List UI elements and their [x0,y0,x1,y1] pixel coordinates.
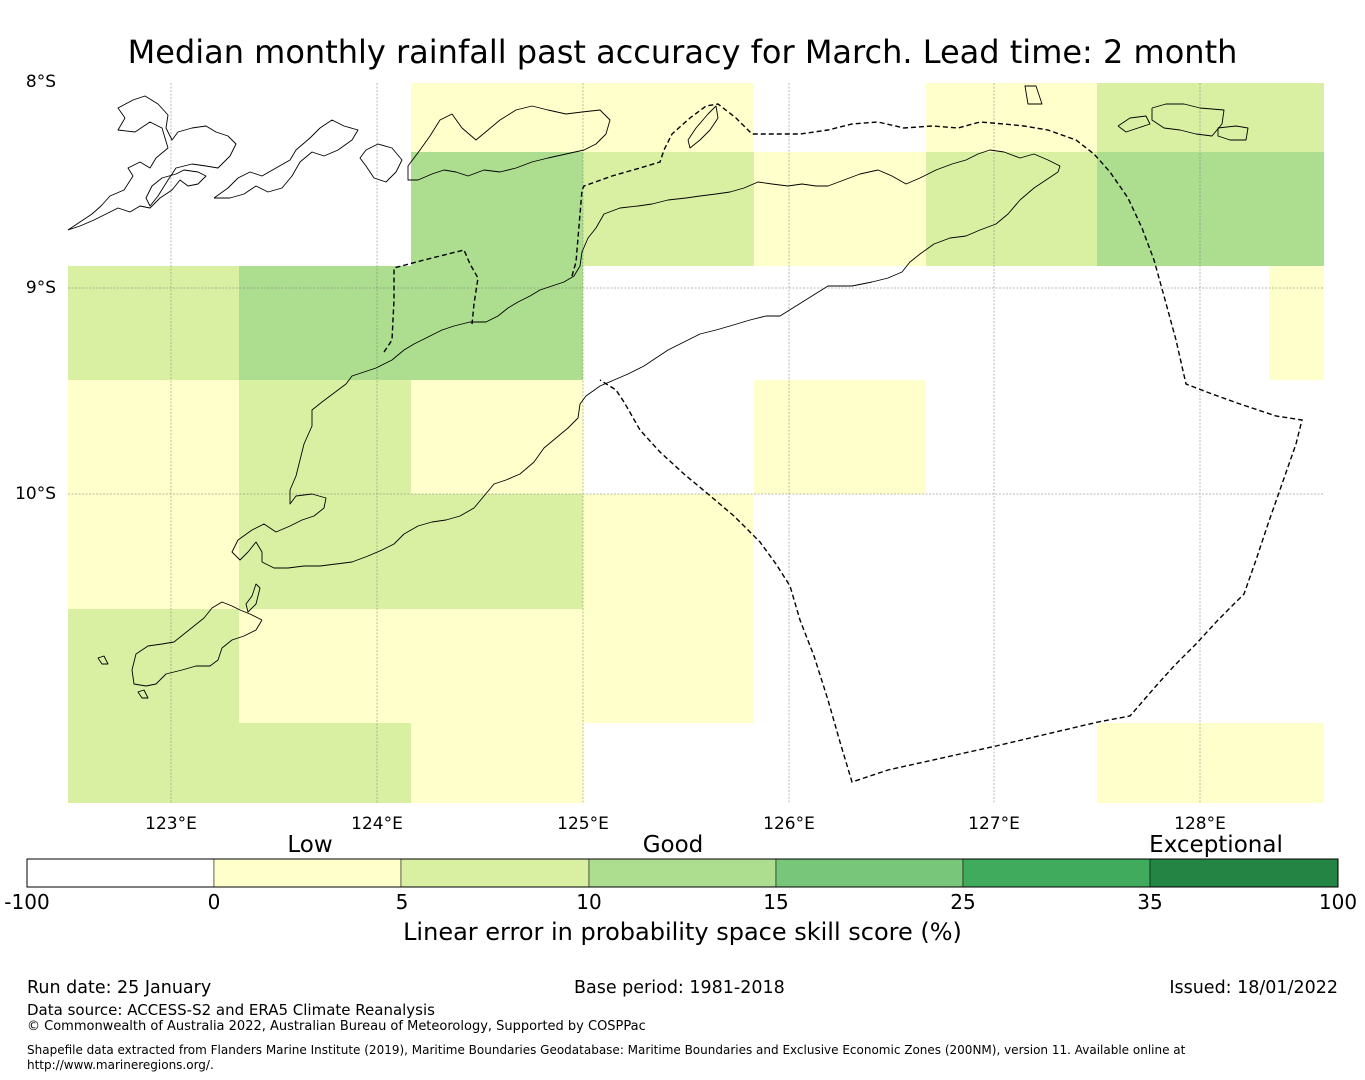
lat-label-9s: 9°S [25,278,56,298]
grid-cell [239,380,411,494]
grid-cell [68,494,239,609]
lon-label-124e: 124°E [351,814,403,834]
grid-cell [411,83,583,152]
grid-cell [411,266,583,380]
colorbar-title: Linear error in probability space skill … [403,918,962,946]
grid-cell [926,152,1097,266]
lon-label-126e: 126°E [763,814,815,834]
grid-cell [583,152,754,266]
grid-cell [68,609,239,723]
grid-cell [1269,266,1324,380]
lon-label-125e: 125°E [557,814,609,834]
tick-label: 10 [576,890,602,914]
tick-label: -100 [4,890,50,914]
grid-cell [583,609,754,723]
map-title: Median monthly rainfall past accuracy fo… [127,33,1238,71]
lat-label-8s: 8°S [25,72,56,92]
coastline-timor [231,149,1061,569]
grid-cell [68,266,239,380]
data-source: Data source: ACCESS-S2 and ERA5 Climate … [27,1001,435,1019]
coastline-wetar [687,105,719,149]
coastline-rote [131,601,263,687]
grid-cell [754,380,926,494]
tick-label: 35 [1137,890,1163,914]
grid-cell [1097,152,1324,266]
tick-label: 25 [950,890,976,914]
coastlines [67,85,1249,699]
coastline-alor [407,105,611,181]
grid-cell [68,380,239,494]
grid-cell [239,723,411,803]
coastline-adonara [213,119,359,199]
shapefile-note: Shapefile data extracted from Flanders M… [27,1043,1186,1072]
category-label-low: Low [287,832,333,858]
grid-cell [583,494,754,609]
timor-leste-enclave-boundary [383,249,479,353]
coastline-islet-1 [1024,85,1043,105]
coastline-semau [245,583,261,613]
grid-cell [239,494,411,609]
tick-label: 5 [395,890,409,914]
tick-label: 15 [763,890,789,914]
grid-cell [411,609,583,723]
copyright: © Commonwealth of Australia 2022, Austra… [27,1019,646,1034]
coastline-moa [1151,103,1225,137]
lon-label-127e: 127°E [968,814,1020,834]
score-grid-cells [68,83,1324,803]
timor-leste-east-boundary [571,103,1303,783]
lat-label-10s: 10°S [15,484,56,504]
grid-cell [239,266,411,380]
issued-date: Issued: 18/01/2022 [1169,978,1338,998]
coastline-islet-2 [137,689,149,699]
tick-label: 0 [207,890,221,914]
grid-cell [1097,723,1324,803]
grid-cell [68,723,239,803]
coastline-pantar [359,143,403,183]
coastline-leti [1117,115,1151,133]
grid-cell [411,380,583,494]
graticule-lines [68,83,1324,803]
base-period: Base period: 1981-2018 [574,978,785,998]
lon-label-123e: 123°E [145,814,197,834]
grid-cell [926,83,1097,152]
coastline-ndao [97,655,109,665]
grid-cell [411,152,583,266]
category-label-exceptional: Exceptional [1149,832,1283,858]
grid-cell [411,494,583,609]
run-date: Run date: 25 January [27,978,212,998]
grid-cell [411,723,583,803]
tick-label: 100 [1318,890,1358,914]
coastline-lakor [1217,125,1249,141]
grid-cell [239,609,411,723]
grid-cell [754,152,926,266]
category-label-good: Good [642,832,704,858]
eez-boundaries [383,103,1303,783]
coastline-flores [67,95,237,231]
lon-label-128e: 128°E [1174,814,1226,834]
